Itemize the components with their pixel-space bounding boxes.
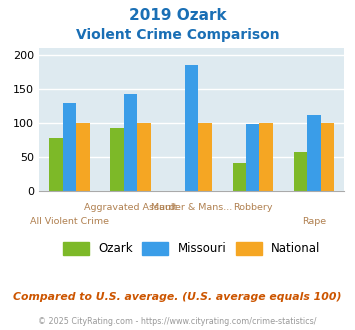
Legend: Ozark, Missouri, National: Ozark, Missouri, National	[58, 237, 326, 260]
Text: All Violent Crime: All Violent Crime	[30, 216, 109, 225]
Bar	[185, 65, 198, 191]
Bar	[124, 94, 137, 191]
Bar	[110, 128, 124, 191]
Bar	[198, 123, 212, 191]
Bar	[321, 123, 334, 191]
Text: Robbery: Robbery	[233, 203, 273, 212]
Text: Violent Crime Comparison: Violent Crime Comparison	[76, 28, 279, 42]
Bar	[49, 138, 63, 191]
Bar	[233, 163, 246, 191]
Bar	[76, 123, 90, 191]
Bar	[307, 115, 321, 191]
Bar	[63, 103, 76, 191]
Bar	[137, 123, 151, 191]
Bar	[260, 123, 273, 191]
Bar	[294, 152, 307, 191]
Text: Aggravated Assault: Aggravated Assault	[84, 203, 177, 212]
Bar	[246, 124, 260, 191]
Text: Murder & Mans...: Murder & Mans...	[151, 203, 232, 212]
Text: © 2025 CityRating.com - https://www.cityrating.com/crime-statistics/: © 2025 CityRating.com - https://www.city…	[38, 317, 317, 326]
Text: 2019 Ozark: 2019 Ozark	[129, 8, 226, 23]
Text: Compared to U.S. average. (U.S. average equals 100): Compared to U.S. average. (U.S. average …	[13, 292, 342, 302]
Text: Rape: Rape	[302, 216, 326, 225]
